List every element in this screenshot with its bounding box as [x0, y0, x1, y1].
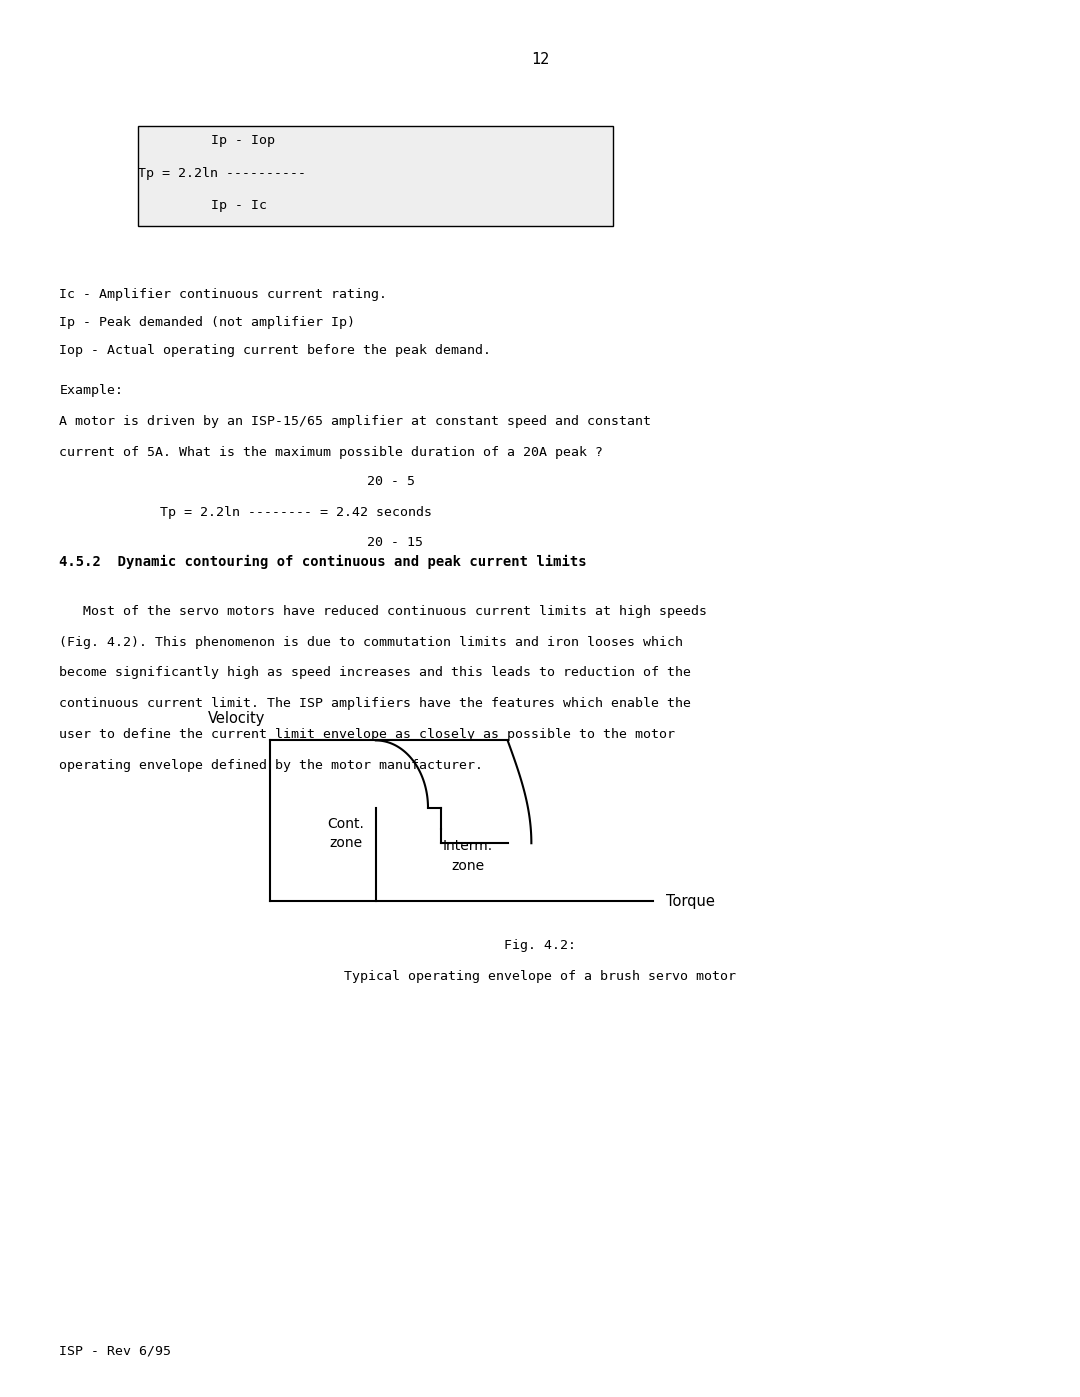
Text: current of 5A. What is the maximum possible duration of a 20A peak ?: current of 5A. What is the maximum possi… — [59, 446, 604, 458]
Text: Ic - Amplifier continuous current rating.: Ic - Amplifier continuous current rating… — [59, 288, 388, 300]
Text: Most of the servo motors have reduced continuous current limits at high speeds: Most of the servo motors have reduced co… — [59, 605, 707, 617]
Text: Velocity: Velocity — [208, 711, 266, 726]
Text: 20 - 15: 20 - 15 — [367, 536, 423, 549]
Text: Tp = 2.2ln ----------: Tp = 2.2ln ---------- — [138, 166, 307, 180]
Text: Iop - Actual operating current before the peak demand.: Iop - Actual operating current before th… — [59, 344, 491, 356]
Text: A motor is driven by an ISP-15/65 amplifier at constant speed and constant: A motor is driven by an ISP-15/65 amplif… — [59, 415, 651, 427]
Text: Ip - Ic: Ip - Ic — [211, 198, 267, 212]
FancyBboxPatch shape — [138, 126, 613, 226]
Text: Cont.
zone: Cont. zone — [327, 817, 364, 851]
Text: 20 - 5: 20 - 5 — [367, 475, 415, 488]
Text: Typical operating envelope of a brush servo motor: Typical operating envelope of a brush se… — [345, 970, 735, 982]
Text: 12: 12 — [531, 52, 549, 67]
Text: 4.5.2  Dynamic contouring of continuous and peak current limits: 4.5.2 Dynamic contouring of continuous a… — [59, 555, 588, 569]
Text: Torque: Torque — [666, 894, 715, 908]
Text: Interm.
zone: Interm. zone — [443, 840, 492, 873]
Text: Ip - Iop: Ip - Iop — [211, 134, 274, 147]
Text: Tp = 2.2ln -------- = 2.42 seconds: Tp = 2.2ln -------- = 2.42 seconds — [160, 506, 432, 518]
Text: Example:: Example: — [59, 384, 123, 397]
Text: user to define the current limit envelope as closely as possible to the motor: user to define the current limit envelop… — [59, 728, 675, 740]
Text: become significantly high as speed increases and this leads to reduction of the: become significantly high as speed incre… — [59, 666, 691, 679]
Text: Fig. 4.2:: Fig. 4.2: — [504, 939, 576, 951]
Text: (Fig. 4.2). This phenomenon is due to commutation limits and iron looses which: (Fig. 4.2). This phenomenon is due to co… — [59, 636, 684, 648]
Text: continuous current limit. The ISP amplifiers have the features which enable the: continuous current limit. The ISP amplif… — [59, 697, 691, 710]
Text: operating envelope defined by the motor manufacturer.: operating envelope defined by the motor … — [59, 759, 484, 771]
Text: ISP - Rev 6/95: ISP - Rev 6/95 — [59, 1345, 172, 1358]
Text: Ip - Peak demanded (not amplifier Ip): Ip - Peak demanded (not amplifier Ip) — [59, 316, 355, 328]
